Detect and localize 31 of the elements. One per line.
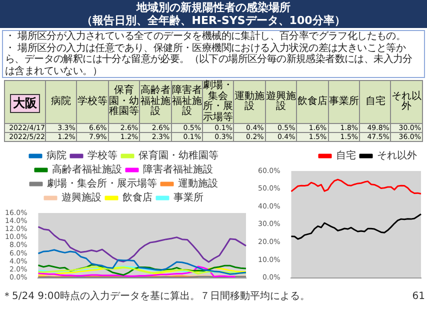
legend-label: 劇場・集会所・展示場等 <box>47 178 157 190</box>
legend-label: 遊興施設 <box>62 192 102 204</box>
category-label: 保育園・幼稚園等 <box>108 80 140 124</box>
legend-label: 保育園・幼稚園等 <box>138 150 218 162</box>
category-label: 高齢者福祉施設 <box>140 80 172 124</box>
legend-label: 学校等 <box>88 150 118 162</box>
category-label: 運動施設 <box>234 80 266 124</box>
legend-label: 自宅 <box>336 150 356 162</box>
legend-label: 事業所 <box>174 192 204 204</box>
legend-label: 障害者福祉施設 <box>143 164 213 176</box>
text: ・ 場所区分の入力は任意であり、保健所・医療機関における入力状況の差は大きいこと等から、データの解釈には十分な留意が必要。（以下の場所区分毎の新規感染者数には、未入力分は含まれていない。） <box>5 42 414 77</box>
legend-label: それ以外 <box>377 150 417 162</box>
category-label: 自宅 <box>360 80 391 124</box>
text: ・ 場所区分が入力されている全てのデータを機械的に集計し、百分率でグラフ化したもの。 <box>5 31 407 42</box>
category-label: 学校等 <box>76 80 108 124</box>
legend-label: 運動施設 <box>178 178 218 190</box>
text: ＊5/24 9:00時点の入力データを基に算出。７日間移動平均による。 <box>2 291 310 302</box>
category-label: 障害者福祉施設 <box>171 80 203 124</box>
legend-label: 飲食店 <box>122 192 152 204</box>
category-label: 遊興施設 <box>265 80 297 124</box>
category-label: 病院 <box>46 80 77 124</box>
text: 61 <box>412 291 425 302</box>
text: （報告日別、全年齢、HER-SYSデータ、100分率） <box>80 14 346 27</box>
legend-label: 高齢者福祉施設 <box>52 164 122 176</box>
category-label: 劇場・集会所・展示場等 <box>202 80 234 124</box>
category-label: 飲食店 <box>296 80 328 124</box>
legend-label: 病院 <box>46 150 66 162</box>
text: 大阪 <box>10 94 40 112</box>
category-label: 事業所 <box>328 80 360 124</box>
category-label: それ以外 <box>390 80 422 124</box>
text: 地域別の新規陽性者の感染場所 <box>135 1 292 14</box>
